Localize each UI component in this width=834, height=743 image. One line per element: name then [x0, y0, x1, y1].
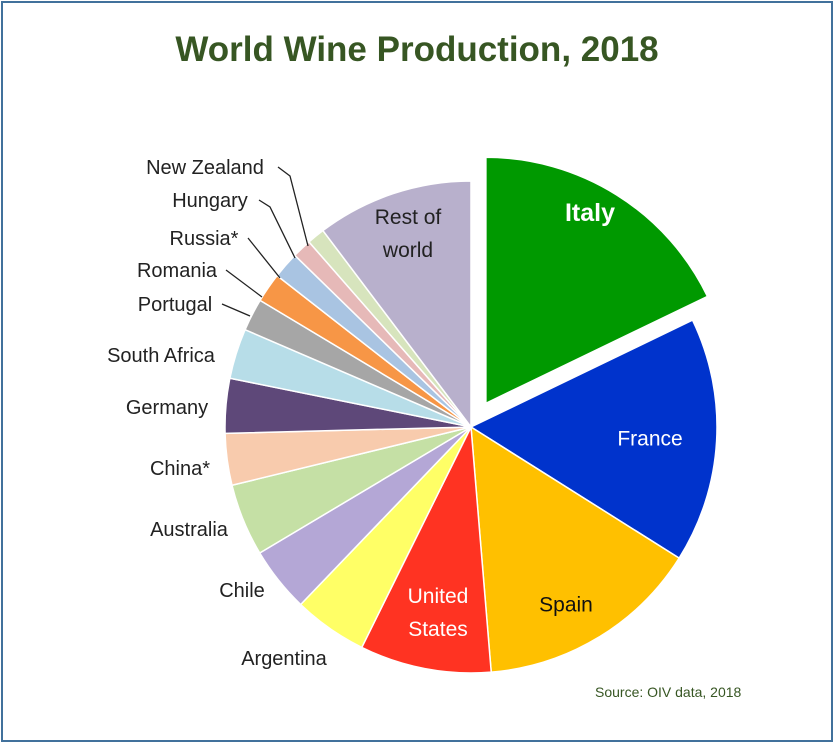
pie-slice-rest-of-world	[321, 180, 472, 430]
leader-line-hungary	[258, 199, 296, 259]
pie-slice-spain	[470, 425, 681, 673]
slice-label-portugal: Portugal	[138, 294, 213, 316]
leader-line-russia	[247, 237, 281, 279]
pie-slice-united-states	[360, 424, 493, 674]
slice-label-new-zealand: New Zealand	[146, 157, 264, 179]
chart-title: World Wine Production, 2018	[175, 30, 659, 69]
slice-label-rest-of-world: Rest of world	[375, 206, 442, 262]
slice-label-united-states: United States	[408, 585, 469, 641]
slice-label-romania: Romania	[137, 260, 218, 282]
pie-slice-france	[469, 319, 718, 560]
slice-label-france: France	[617, 427, 682, 450]
leader-line-new-zealand	[277, 166, 309, 247]
pie-slice-italy	[485, 156, 709, 405]
slice-label-australia: Australia	[150, 519, 229, 541]
leader-line-romania	[225, 269, 263, 298]
slice-label-italy: Italy	[565, 199, 615, 227]
slice-label-china: China*	[150, 458, 210, 480]
slice-label-argentina: Argentina	[241, 648, 327, 670]
slice-label-hungary: Hungary	[172, 190, 248, 212]
leader-line-portugal	[221, 303, 251, 317]
source-note: Source: OIV data, 2018	[595, 684, 742, 700]
slice-label-russia: Russia*	[170, 228, 239, 250]
slice-label-germany: Germany	[126, 397, 208, 419]
slice-label-chile: Chile	[219, 580, 265, 602]
slice-label-south-africa: South Africa	[107, 345, 216, 367]
slice-label-spain: Spain	[539, 593, 593, 616]
